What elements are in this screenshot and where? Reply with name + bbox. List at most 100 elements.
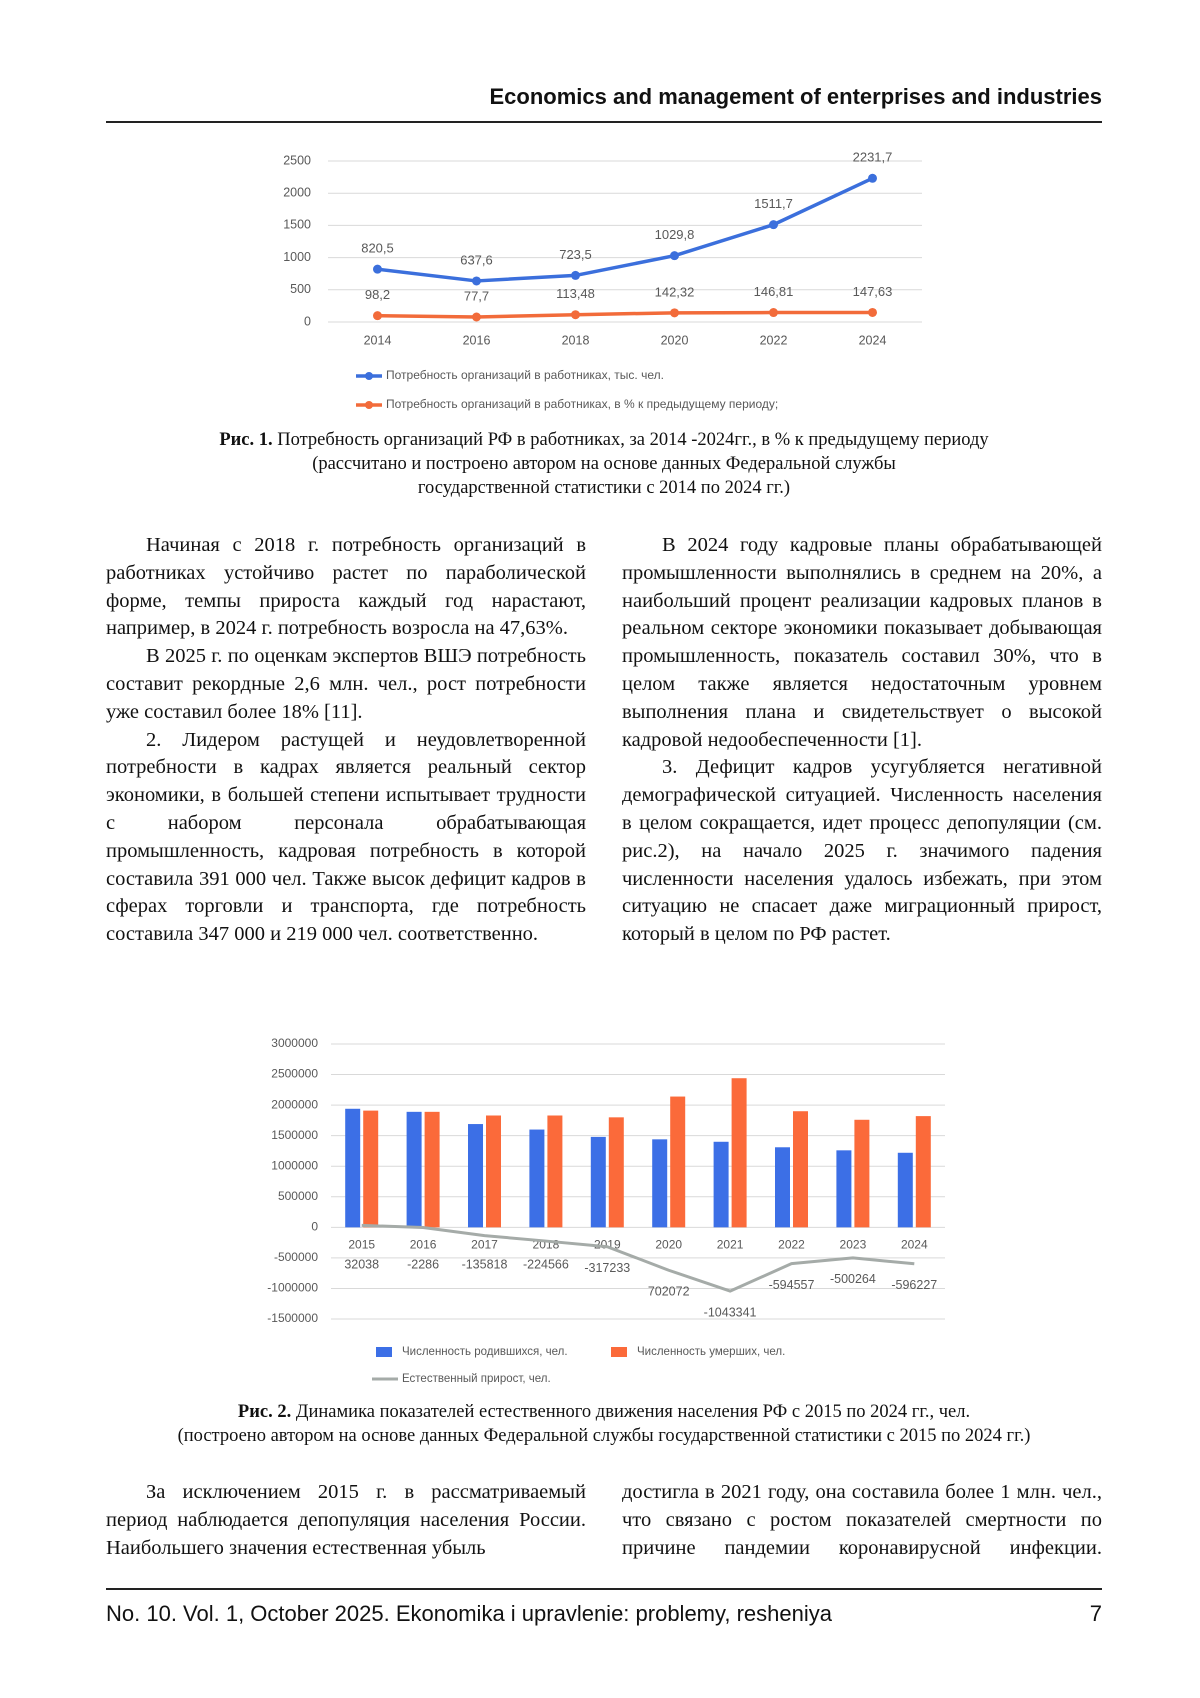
legend-swatch	[611, 1347, 627, 1357]
y-tick-label: -1500000	[267, 1311, 318, 1325]
data-label: -224566	[523, 1258, 569, 1272]
figure-1-chart: 0 500 1000 1500 2000 2500 2014 2016 2018 2020 2022…	[283, 150, 922, 411]
bar	[836, 1150, 852, 1228]
bar	[670, 1096, 686, 1228]
bar	[608, 1117, 624, 1228]
caption-label: Рис. 2.	[237, 1402, 292, 1422]
bar	[731, 1078, 747, 1228]
legend-label: Численность умерших, чел.	[637, 1346, 785, 1358]
bar	[793, 1111, 808, 1228]
figure-1-caption: Рис. 1. Потребность организаций РФ в раб…	[106, 428, 1102, 500]
point	[571, 270, 580, 280]
x-tick-label: 2022	[760, 333, 788, 347]
point	[670, 308, 679, 318]
legend-label: Потребность организаций в работниках, ты…	[386, 368, 664, 382]
caption-label: Рис. 1.	[219, 430, 273, 450]
paragraph: Начиная с 2018 г. потребность организаци…	[106, 534, 586, 640]
header-rule	[106, 121, 1102, 123]
bar	[652, 1139, 668, 1228]
figure-2-chart: -1500000 -1000000 -500000 0 500000 1000000 150…	[267, 1036, 945, 1385]
data-label: 113,48	[556, 286, 595, 301]
x-tick-label: 2016	[463, 333, 491, 347]
x-tick-label: 2015	[348, 1238, 375, 1252]
x-tick-label: 2024	[859, 333, 887, 347]
y-tick-label: 1000	[283, 250, 311, 264]
data-label: 142,32	[655, 284, 695, 299]
footer-issue: No. 10. Vol. 1, October 2025. Ekonomika …	[106, 1601, 832, 1626]
y-tick-label: 1000000	[271, 1158, 318, 1172]
x-tick-label: 2024	[901, 1238, 928, 1252]
bar	[590, 1136, 606, 1228]
right-column: достигла в 2021 году, она составила боле…	[622, 1479, 1102, 1562]
bar	[854, 1119, 870, 1228]
data-label: 637,6	[460, 252, 493, 267]
y-tick-label: 2000	[283, 185, 311, 199]
paragraph: 2. Лидером растущей и неудовлетворенной …	[106, 728, 586, 946]
y-tick-label: 500000	[278, 1189, 318, 1203]
paragraph: В 2025 г. по оценкам экспертов ВШЭ потре…	[106, 645, 586, 723]
point	[373, 311, 382, 321]
x-tick-label: 2022	[778, 1238, 805, 1252]
y-tick-label: 2500	[283, 153, 311, 167]
caption-title: Динамика показателей естественного движе…	[295, 1402, 971, 1422]
bar	[547, 1115, 563, 1228]
y-tick-label: 2000000	[271, 1097, 318, 1111]
legend-label: Естественный прирост, чел.	[402, 1373, 551, 1385]
series-line	[377, 310, 873, 319]
data-label: -500264	[830, 1272, 876, 1286]
legend-label: Потребность организаций в работниках, в …	[386, 397, 778, 411]
paragraph: 3. Дефицит кадров усугубляется негативно…	[622, 756, 1102, 946]
y-tick-label: 0	[304, 314, 311, 328]
y-tick-label: 1500	[283, 218, 311, 232]
paragraph: В 2024 году кадровые планы обрабатывающе…	[622, 534, 1102, 751]
bar	[406, 1111, 422, 1228]
data-label: 1511,7	[754, 196, 793, 211]
caption-note: (рассчитано и построено автором на основ…	[312, 454, 896, 498]
x-tick-label: 2017	[471, 1238, 498, 1252]
figure-2-caption: Рис. 2. Динамика показателей естественно…	[106, 1400, 1102, 1448]
data-label: 77,7	[464, 288, 489, 303]
data-label: -594557	[769, 1278, 815, 1292]
data-label: -317233	[584, 1261, 630, 1275]
y-tick-label: -500000	[274, 1250, 318, 1264]
data-label: 32038	[344, 1258, 379, 1272]
data-label: -135818	[462, 1258, 508, 1272]
series-line	[361, 1223, 915, 1293]
point	[769, 308, 778, 318]
bar	[468, 1124, 483, 1228]
point	[472, 312, 481, 322]
data-label: -2286	[407, 1258, 439, 1272]
data-label: -1043341	[704, 1305, 757, 1319]
left-column: Начиная с 2018 г. потребность организаци…	[106, 532, 586, 949]
page-number: 7	[1089, 1601, 1102, 1626]
bar	[713, 1141, 729, 1228]
x-tick-label: 2016	[410, 1238, 437, 1252]
bar	[424, 1111, 440, 1228]
data-label: 98,2	[365, 287, 390, 302]
bar	[345, 1108, 361, 1228]
right-column: В 2024 году кадровые планы обрабатывающе…	[622, 532, 1102, 949]
point	[670, 251, 679, 261]
point	[769, 220, 778, 230]
legend-swatch	[365, 401, 373, 409]
footer-rule	[106, 1588, 1102, 1590]
x-tick-label: 2020	[655, 1238, 682, 1252]
data-label: 1029,8	[655, 227, 695, 242]
bar	[775, 1147, 790, 1228]
y-tick-label: 500	[290, 282, 311, 296]
bar	[915, 1116, 931, 1228]
journal-header: Economics and management of enterprises …	[489, 84, 1103, 109]
data-label: 820,5	[361, 241, 394, 256]
bar	[529, 1129, 545, 1228]
bar	[486, 1115, 501, 1228]
point	[373, 264, 382, 274]
y-tick-label: 0	[311, 1220, 318, 1234]
bar	[363, 1110, 379, 1228]
x-tick-label: 2023	[840, 1238, 867, 1252]
y-tick-label: -1000000	[267, 1281, 318, 1295]
series-line	[377, 176, 874, 283]
data-label: 2231,7	[853, 150, 893, 165]
caption-note: (построено автором на основе данных Феде…	[177, 1426, 1031, 1446]
left-column: За исключением 2015 г. в рассматриваемый…	[106, 1479, 586, 1562]
